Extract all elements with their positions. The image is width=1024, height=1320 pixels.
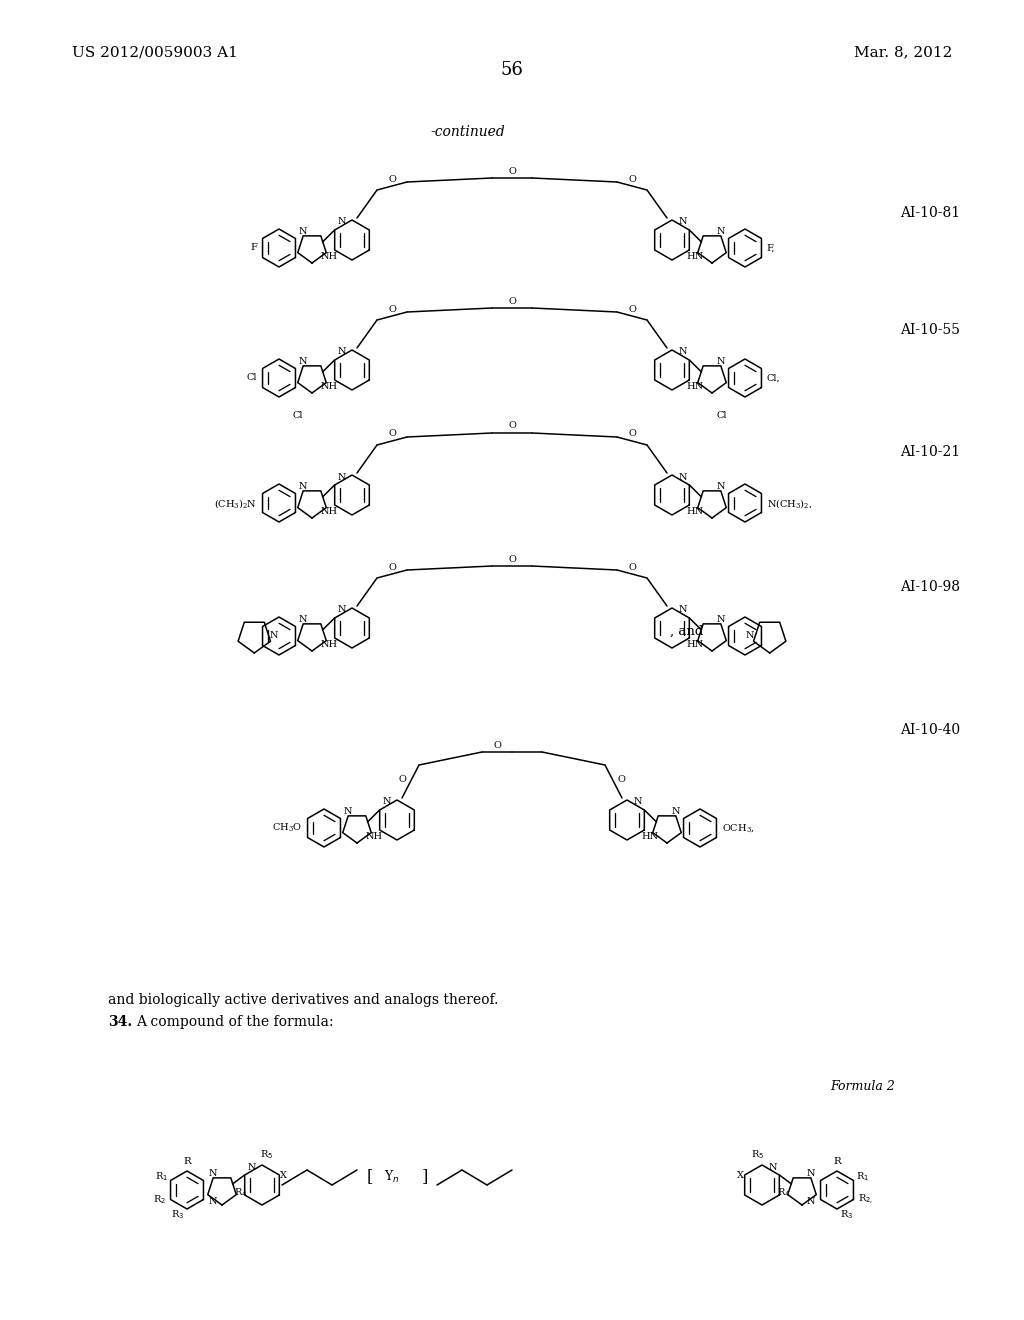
Text: N: N <box>768 1163 776 1172</box>
Text: NH: NH <box>321 252 337 261</box>
Text: X: X <box>737 1171 744 1180</box>
Text: R$_5$: R$_5$ <box>260 1148 273 1162</box>
Text: NH: NH <box>321 640 337 648</box>
Text: O: O <box>628 562 636 572</box>
Text: 56: 56 <box>501 61 523 79</box>
Text: O: O <box>628 174 636 183</box>
Text: O: O <box>508 421 516 430</box>
Text: Cl: Cl <box>293 411 303 420</box>
Text: N: N <box>678 347 687 356</box>
Text: HN: HN <box>642 832 658 841</box>
Text: R$_3$: R$_3$ <box>171 1208 184 1221</box>
Text: R$_{2,}$: R$_{2,}$ <box>858 1192 873 1206</box>
Text: -continued: -continued <box>430 125 505 139</box>
Text: NH: NH <box>321 507 337 516</box>
Text: N: N <box>678 473 687 482</box>
Text: N: N <box>678 606 687 615</box>
Text: R: R <box>183 1158 190 1166</box>
Text: Cl: Cl <box>717 411 727 420</box>
Text: AI-10-40: AI-10-40 <box>900 723 961 737</box>
Text: A compound of the formula:: A compound of the formula: <box>136 1015 334 1030</box>
Text: R$_3$: R$_3$ <box>840 1208 853 1221</box>
Text: O: O <box>494 741 501 750</box>
Text: R$_1$: R$_1$ <box>856 1171 869 1183</box>
Text: R$_1$: R$_1$ <box>155 1171 168 1183</box>
Text: and biologically active derivatives and analogs thereof.: and biologically active derivatives and … <box>108 993 499 1007</box>
Text: Mar. 8, 2012: Mar. 8, 2012 <box>854 45 952 59</box>
Text: N: N <box>299 356 307 366</box>
Text: N: N <box>337 473 346 482</box>
Text: , and: , and <box>670 624 703 638</box>
Text: R$_2$: R$_2$ <box>154 1193 166 1206</box>
Text: R: R <box>834 1158 841 1166</box>
Text: $\mathdefault{(CH_3)_2}$N: $\mathdefault{(CH_3)_2}$N <box>214 496 257 510</box>
Text: N: N <box>672 807 680 816</box>
Text: N: N <box>633 797 642 807</box>
Text: HN: HN <box>687 252 703 261</box>
Text: N: N <box>209 1170 217 1177</box>
Text: N: N <box>717 227 725 236</box>
Text: N: N <box>807 1170 815 1177</box>
Text: R$_4$: R$_4$ <box>234 1187 248 1200</box>
Text: O: O <box>508 297 516 305</box>
Text: AI-10-55: AI-10-55 <box>900 323 961 337</box>
Text: Y$_{n}$: Y$_{n}$ <box>384 1170 399 1185</box>
Text: N: N <box>299 615 307 624</box>
Text: O$\mathdefault{CH_3}$,: O$\mathdefault{CH_3}$, <box>722 822 755 834</box>
Text: HN: HN <box>687 640 703 648</box>
Text: F,: F, <box>767 243 775 252</box>
Text: R$_5$: R$_5$ <box>751 1148 764 1162</box>
Text: X: X <box>280 1171 287 1180</box>
Text: N: N <box>382 797 391 807</box>
Text: Cl,: Cl, <box>767 374 780 383</box>
Text: ]: ] <box>422 1168 428 1185</box>
Text: NH: NH <box>366 832 382 841</box>
Text: R$_4$: R$_4$ <box>776 1187 790 1200</box>
Text: N: N <box>717 356 725 366</box>
Text: AI-10-98: AI-10-98 <box>900 579 961 594</box>
Text: O: O <box>388 429 396 438</box>
Text: N: N <box>337 218 346 227</box>
Text: N: N <box>337 606 346 615</box>
Text: O: O <box>508 166 516 176</box>
Text: O: O <box>508 554 516 564</box>
Text: N: N <box>269 631 279 640</box>
Text: O: O <box>388 562 396 572</box>
Text: O: O <box>628 429 636 438</box>
Text: N$\mathdefault{(CH_3)_2}$,: N$\mathdefault{(CH_3)_2}$, <box>767 496 812 510</box>
Text: O: O <box>617 775 626 784</box>
Text: N: N <box>209 1197 217 1206</box>
Text: HN: HN <box>687 381 703 391</box>
Text: N: N <box>344 807 352 816</box>
Text: N: N <box>717 482 725 491</box>
Text: F: F <box>250 243 257 252</box>
Text: AI-10-81: AI-10-81 <box>900 206 961 220</box>
Text: N: N <box>299 227 307 236</box>
Text: AI-10-21: AI-10-21 <box>900 445 961 459</box>
Text: HN: HN <box>687 507 703 516</box>
Text: O: O <box>388 174 396 183</box>
Text: O: O <box>628 305 636 314</box>
Text: US 2012/0059003 A1: US 2012/0059003 A1 <box>72 45 238 59</box>
Text: N: N <box>807 1197 815 1206</box>
Text: $\mathdefault{CH_3}$O: $\mathdefault{CH_3}$O <box>272 822 302 834</box>
Text: N: N <box>337 347 346 356</box>
Text: Formula 2: Formula 2 <box>830 1081 895 1093</box>
Text: N: N <box>299 482 307 491</box>
Text: O: O <box>398 775 407 784</box>
Text: NH: NH <box>321 381 337 391</box>
Text: N: N <box>678 218 687 227</box>
Text: 34.: 34. <box>108 1015 132 1030</box>
Text: N: N <box>248 1163 256 1172</box>
Text: [: [ <box>367 1168 374 1185</box>
Text: O: O <box>388 305 396 314</box>
Text: Cl: Cl <box>247 374 257 383</box>
Text: N: N <box>717 615 725 624</box>
Text: N: N <box>745 631 755 640</box>
